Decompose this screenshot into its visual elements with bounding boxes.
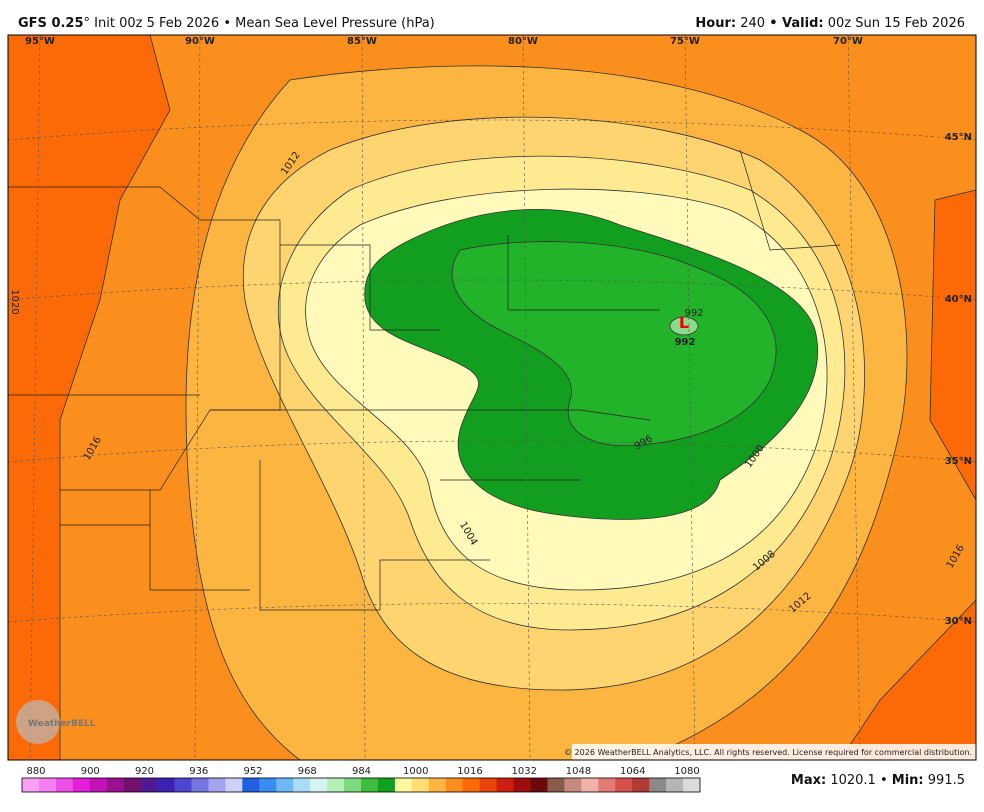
colorbar-swatch [22, 778, 40, 792]
colorbar-label: 1048 [566, 766, 591, 777]
copyright-bg [572, 744, 976, 760]
colorbar-swatch [530, 778, 548, 792]
colorbar-swatch [632, 778, 650, 792]
map: 95°W 90°W 85°W 80°W 75°W 70°W 45°N 40°N 35°N 30°N… [8, 35, 976, 760]
colorbar-swatch [157, 778, 176, 792]
colorbar-swatch [174, 778, 192, 792]
low-symbol: L [679, 313, 689, 332]
title: GFS 0.25° Init 00z 5 Feb 2026 • Mean Sea… [18, 16, 435, 31]
colorbar-swatch [89, 778, 108, 792]
colorbar-swatch [361, 778, 379, 792]
valid-time: Hour: 240 • Valid: 00z Sun 15 Feb 2026 [695, 16, 965, 31]
colorbar-swatch [123, 778, 142, 792]
colorbar-label: 936 [189, 766, 208, 777]
colorbar-swatch [513, 778, 531, 792]
geo-labels: 95°W 90°W 85°W 80°W 75°W 70°W 45°N 40°N 35°N 30°N [25, 36, 972, 627]
header: GFS 0.25° Init 00z 5 Feb 2026 • Mean Sea… [18, 16, 965, 31]
colorbar: 880 900 920 936 952 968 984 1000 1016 1032 1048 106… [21, 766, 701, 793]
colorbar-frame [21, 777, 701, 793]
longitude-label: 75°W [670, 36, 700, 47]
colorbar-label: 900 [81, 766, 100, 777]
map-frame [7, 34, 977, 761]
colorbar-swatch [208, 778, 226, 792]
max-min: Max: 1020.1 • Min: 991.5 [791, 773, 965, 788]
low-value: 992 [675, 337, 696, 348]
colorbar-swatch [411, 778, 430, 792]
colorbar-swatch [276, 778, 294, 792]
copyright: © 2026 WeatherBELL Analytics, LLC. All r… [564, 748, 972, 757]
logo: WeatherBELL [28, 719, 96, 729]
colorbar-label: 968 [298, 766, 317, 777]
colorbar-label: 952 [243, 766, 262, 777]
colorbar-swatch [38, 778, 57, 792]
colorbar-label: 1000 [403, 766, 428, 777]
colorbar-label: 920 [135, 766, 154, 777]
colorbar-swatch [445, 778, 464, 792]
colorbar-label: 1032 [512, 766, 537, 777]
colorbar-swatch [140, 778, 159, 792]
colorbar-swatch [479, 778, 498, 792]
colorbar-swatch [106, 778, 125, 792]
colorbar-swatch [327, 778, 345, 792]
colorbar-swatch [615, 778, 633, 792]
colorbar-swatch [225, 778, 243, 792]
longitude-label: 90°W [185, 36, 215, 47]
colorbar-swatch [598, 778, 616, 792]
colorbar-label: 1016 [457, 766, 482, 777]
colorbar-swatch [462, 778, 481, 792]
latitude-label: 40°N [945, 294, 972, 305]
contour-label: 1020 [9, 289, 20, 314]
colorbar-swatch [581, 778, 599, 792]
colorbar-swatch [564, 778, 582, 792]
colorbar-label: 984 [352, 766, 371, 777]
colorbar-swatch [344, 778, 362, 792]
colorbar-swatch [377, 778, 396, 792]
colorbar-swatch [259, 778, 277, 792]
colorbar-label: 1064 [620, 766, 645, 777]
colorbar-label: 880 [26, 766, 45, 777]
latitude-label: 30°N [945, 616, 972, 627]
colorbar-swatch [428, 778, 447, 792]
colorbar-swatch [310, 778, 328, 792]
longitude-label: 85°W [347, 36, 377, 47]
colorbar-swatch [649, 778, 667, 792]
colorbar-swatch [666, 778, 684, 792]
longitude-label: 70°W [833, 36, 863, 47]
latitude-label: 45°N [945, 132, 972, 143]
graticule [8, 35, 976, 760]
colorbar-swatch [72, 778, 91, 792]
colorbar-swatch [683, 778, 701, 792]
colorbar-label: 1080 [674, 766, 699, 777]
colorbar-swatch [191, 778, 209, 792]
colorbar-swatch [242, 778, 260, 792]
latitude-label: 35°N [945, 456, 972, 467]
logo-mark [16, 700, 60, 744]
colorbar-swatch [394, 778, 413, 792]
colorbar-swatch [55, 778, 74, 792]
colorbar-swatch [293, 778, 311, 792]
longitude-label: 80°W [508, 36, 538, 47]
longitude-label: 95°W [25, 36, 55, 47]
colorbar-swatch [547, 778, 565, 792]
borders [8, 149, 841, 611]
contour-label: 992 [684, 308, 703, 319]
colorbar-swatch [496, 778, 515, 792]
